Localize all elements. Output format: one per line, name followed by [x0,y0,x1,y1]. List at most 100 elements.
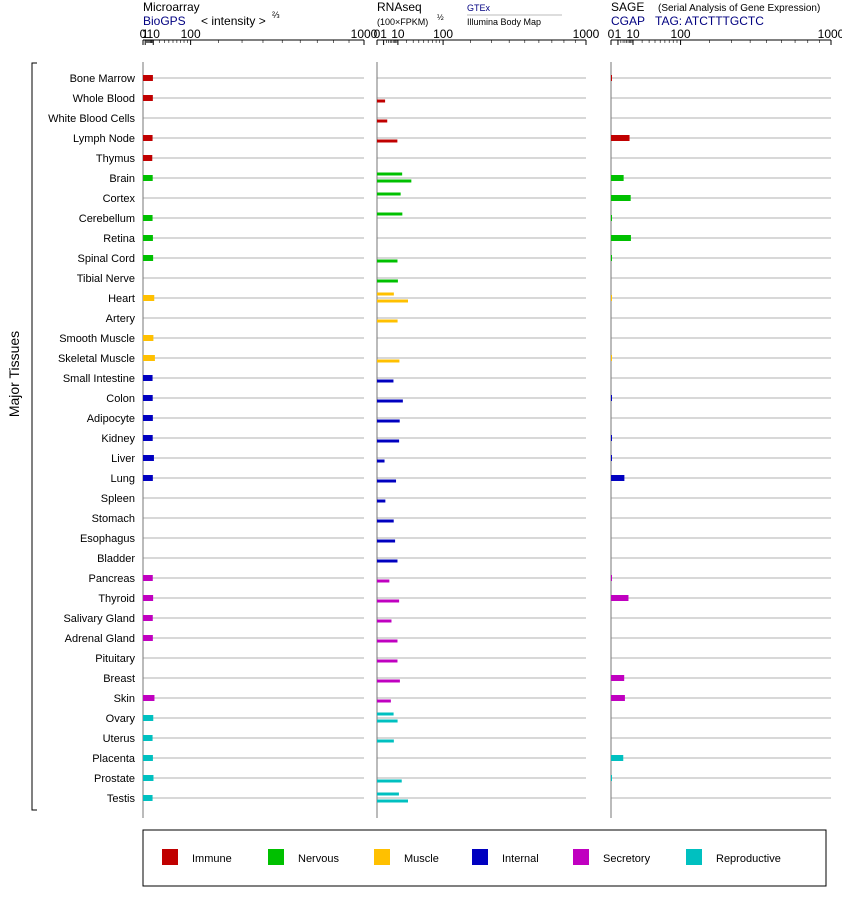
tissue-label: Spleen [101,493,135,505]
tissue-label: Adrenal Gland [65,633,135,645]
expression-bar [377,212,403,216]
tissue-label: Skin [114,693,135,705]
expression-bar [143,235,153,241]
expression-bar [143,155,153,161]
expression-bar [377,699,391,703]
expression-bar [143,455,154,461]
expression-bar [377,639,398,643]
expression-bar [377,799,408,803]
expression-bar [143,575,153,581]
tissue-label: Salivary Gland [63,613,135,625]
microarray-title: Microarray [143,0,200,14]
expression-bar [377,119,388,123]
expression-bar [143,375,153,381]
expression-bar [377,192,401,196]
expression-bar [611,595,629,601]
expression-bar [377,179,412,183]
expression-bar [143,595,154,601]
tick-label: 1000 [351,27,378,41]
expression-bar [377,172,403,176]
legend-label: Nervous [298,853,339,865]
expression-bar [143,415,153,421]
tissue-label: Lung [111,473,135,485]
expression-bar [143,775,154,781]
tissue-label: Artery [106,313,136,325]
tick-label: 1 [615,27,622,41]
expression-bar [377,279,398,283]
legend-swatch [472,849,488,865]
tissue-label: Adipocyte [87,413,135,425]
legend-swatch [162,849,178,865]
expression-bar [143,755,153,761]
expression-bar [377,779,402,783]
tissue-label: Placenta [92,753,136,765]
expression-bar [377,519,394,523]
expression-bar [611,215,612,221]
rnaseq-unit-exponent: ½ [437,13,444,22]
expression-bar [143,95,153,101]
expression-bar [377,459,385,463]
tissue-label: Esophagus [80,533,136,545]
tick-label: 100 [433,27,453,41]
expression-bar [377,712,394,716]
expression-bar [143,335,154,341]
expression-bar [611,675,625,681]
expression-bar [377,399,403,403]
tick-label: 10 [626,27,640,41]
expression-bar [377,579,390,583]
legend-label: Immune [192,853,232,865]
expression-bar [611,355,612,361]
expression-bar [377,359,400,363]
chart-marks: Bone Marrow Whole Blood White Blood Cells L… [48,27,842,818]
expression-bar [611,435,612,441]
tissue-label: Spinal Cord [78,253,135,265]
tissue-label: Stomach [92,513,135,525]
sage-tag: TAG: ATCTTTGCTC [655,14,764,28]
expression-bar [377,619,392,623]
tick-label: 1000 [573,27,600,41]
legend-label: Internal [502,853,539,865]
tissue-bracket [31,62,37,811]
rnaseq-source-gtex: GTEx [467,3,491,13]
tissue-label: Bladder [97,553,135,565]
legend-swatch [374,849,390,865]
tissue-label: Thymus [96,153,136,165]
tissue-label: Small Intestine [63,373,135,385]
tick-label: 10 [147,27,161,41]
tissue-label: Pituitary [95,653,135,665]
tissue-label: White Blood Cells [48,113,135,125]
expression-bar [143,695,155,701]
tick-label: 0 [374,27,381,41]
expression-bar [143,295,155,301]
expression-bar [143,635,153,641]
expression-bar [377,792,399,796]
expression-bar [611,775,612,781]
microarray-unit: < intensity > [201,14,266,28]
tissue-label: Cortex [103,193,136,205]
expression-bar [377,319,398,323]
rnaseq-unit: (100×FPKM) [377,17,428,27]
tissue-label: Liver [111,453,135,465]
legend-swatch [573,849,589,865]
expression-bar [143,175,153,181]
expression-bar [377,739,394,743]
expression-bar [377,259,398,263]
expression-bar [611,575,612,581]
expression-bar [143,735,153,741]
expression-bar [377,139,398,143]
expression-bar [377,539,396,543]
tissue-label: Skeletal Muscle [58,353,135,365]
tick-label: 100 [181,27,201,41]
tissue-label: Breast [103,673,135,685]
expression-bar [143,395,153,401]
expression-bar [143,255,154,261]
expression-bar [611,755,624,761]
legend-label: Muscle [404,853,439,865]
tissue-label: Whole Blood [73,93,135,105]
legend: Immune Nervous Muscle Internal Secretory Repr… [162,849,781,865]
expression-bar [377,479,397,483]
expression-bar [377,299,408,303]
expression-bar [611,175,624,181]
tissue-label: Ovary [106,713,136,725]
expression-bar [377,99,386,103]
